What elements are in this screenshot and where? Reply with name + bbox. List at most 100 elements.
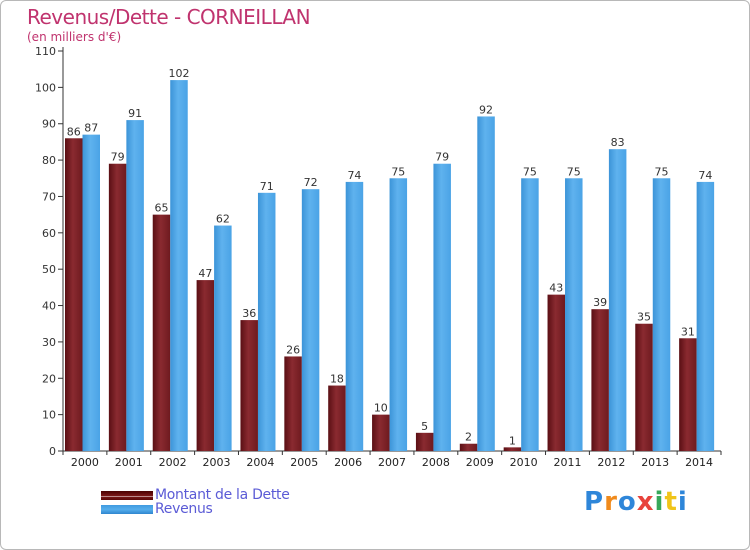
- revenue-value-label: 75: [523, 165, 537, 178]
- y-tick-label: 10: [42, 409, 56, 422]
- x-tick-label: 2003: [203, 456, 231, 469]
- debt-value-label: 36: [242, 307, 256, 320]
- revenue-bar: [652, 178, 671, 452]
- revenue-bar: [696, 181, 715, 451]
- debt-value-label: 86: [67, 125, 81, 138]
- revenue-value-label: 75: [391, 165, 405, 178]
- y-tick-label: 110: [35, 45, 56, 58]
- debt-value-label: 5: [421, 420, 428, 433]
- logo-letter: P: [584, 487, 605, 517]
- debt-value-label: 43: [549, 282, 563, 295]
- logo-letter: o: [617, 487, 637, 517]
- x-tick-label: 2000: [71, 456, 99, 469]
- revenue-value-label: 72: [304, 176, 318, 189]
- debt-bar: [372, 414, 390, 451]
- revenue-bar: [301, 189, 320, 451]
- debt-bar: [415, 432, 434, 451]
- x-tick-label: 2001: [115, 456, 143, 469]
- logo-letter: i: [677, 487, 688, 517]
- revenue-value-label: 75: [655, 165, 669, 178]
- revenue-value-label: 62: [216, 213, 230, 226]
- revenue-bar: [257, 192, 276, 451]
- legend-item-revenue: Revenus: [101, 501, 213, 517]
- legend-swatch-revenue: [101, 504, 153, 514]
- logo-letter: r: [604, 487, 618, 517]
- debt-value-label: 65: [154, 202, 168, 215]
- revenue-value-label: 87: [84, 122, 98, 135]
- x-tick-label: 2008: [422, 456, 450, 469]
- debt-bar: [459, 443, 478, 451]
- revenue-bar: [170, 80, 188, 451]
- debt-bar: [152, 214, 171, 451]
- debt-value-label: 18: [330, 373, 344, 386]
- x-tick-label: 2009: [466, 456, 494, 469]
- debt-bar: [108, 163, 127, 451]
- x-tick-label: 2002: [159, 456, 187, 469]
- proxiti-logo: Proxiti: [584, 487, 688, 517]
- debt-bar: [635, 323, 653, 451]
- y-tick-label: 60: [42, 227, 56, 240]
- debt-bar: [591, 309, 609, 451]
- chart-title: Revenus/Dette - CORNEILLAN: [27, 5, 311, 29]
- revenue-bar: [565, 178, 583, 452]
- revenue-bar: [214, 225, 232, 451]
- x-tick-label: 2007: [378, 456, 406, 469]
- y-tick-label: 90: [42, 118, 56, 131]
- legend-item-debt: Montant de la Dette: [101, 487, 290, 503]
- debt-bar: [284, 356, 302, 451]
- debt-value-label: 35: [637, 311, 651, 324]
- debt-bar: [547, 294, 566, 451]
- revenue-bar: [521, 178, 539, 452]
- revenue-bar: [608, 149, 627, 451]
- x-tick-label: 2005: [290, 456, 318, 469]
- x-tick-label: 2014: [685, 456, 713, 469]
- revenue-value-label: 74: [698, 169, 712, 182]
- revenue-value-label: 79: [435, 151, 449, 164]
- debt-value-label: 31: [681, 325, 695, 338]
- chart-subtitle: (en milliers d'€): [27, 30, 122, 44]
- revenue-value-label: 83: [611, 136, 625, 149]
- y-tick-label: 70: [42, 190, 56, 203]
- revenue-bar: [82, 134, 100, 452]
- y-tick-label: 50: [42, 263, 56, 276]
- debt-value-label: 79: [111, 151, 125, 164]
- revenue-bar: [126, 120, 144, 451]
- legend-label-revenue: Revenus: [155, 501, 213, 517]
- x-tick-label: 2011: [553, 456, 581, 469]
- x-tick-label: 2013: [641, 456, 669, 469]
- legend-label-debt: Montant de la Dette: [155, 487, 290, 503]
- debt-value-label: 39: [593, 296, 607, 309]
- y-tick-label: 20: [42, 372, 56, 385]
- logo-letter: i: [654, 487, 665, 517]
- logo-letter: t: [664, 487, 678, 517]
- debt-bar: [328, 385, 346, 451]
- y-tick-label: 100: [35, 81, 56, 94]
- y-tick-label: 40: [42, 300, 56, 313]
- debt-bar: [679, 338, 697, 451]
- x-tick-label: 2006: [334, 456, 362, 469]
- x-tick-label: 2010: [510, 456, 538, 469]
- logo-letter: x: [636, 487, 655, 517]
- x-tick-label: 2004: [246, 456, 274, 469]
- revenue-value-label: 74: [347, 169, 361, 182]
- y-tick-label: 30: [42, 336, 56, 349]
- debt-bar: [196, 280, 215, 451]
- debt-value-label: 47: [198, 267, 212, 280]
- debt-value-label: 10: [374, 402, 388, 415]
- revenue-value-label: 71: [260, 180, 274, 193]
- debt-value-label: 2: [465, 431, 472, 444]
- revenue-bar: [477, 116, 495, 452]
- revenue-value-label: 92: [479, 103, 493, 116]
- x-tick-label: 2012: [597, 456, 625, 469]
- revenue-value-label: 102: [168, 67, 189, 80]
- y-tick-label: 80: [42, 154, 56, 167]
- debt-bar: [65, 138, 83, 452]
- revenue-bar: [433, 163, 451, 451]
- y-tick-label: 0: [49, 445, 56, 458]
- debt-value-label: 1: [509, 434, 516, 447]
- revenue-value-label: 75: [567, 165, 581, 178]
- debt-bar: [503, 447, 522, 451]
- debt-value-label: 26: [286, 343, 300, 356]
- revenue-value-label: 91: [128, 107, 142, 120]
